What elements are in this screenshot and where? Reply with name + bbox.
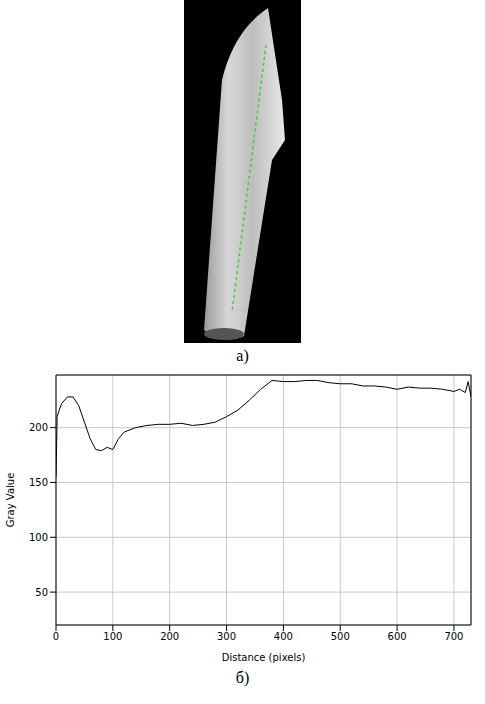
html-text:а): а) [236, 347, 249, 364]
svg-text:0: 0 [53, 631, 59, 642]
svg-text:600: 600 [388, 631, 407, 642]
svg-text:400: 400 [274, 631, 293, 642]
svg-text:50: 50 [35, 587, 48, 598]
svg-text:Gray Value: Gray Value [5, 473, 16, 528]
svg-text:200: 200 [160, 631, 179, 642]
html-text:б): б) [235, 669, 250, 686]
svg-text:100: 100 [103, 631, 122, 642]
svg-text:200: 200 [29, 422, 48, 433]
svg-text:Distance (pixels): Distance (pixels) [222, 652, 306, 663]
svg-text:100: 100 [29, 532, 48, 543]
svg-text:300: 300 [217, 631, 236, 642]
svg-text:150: 150 [29, 477, 48, 488]
svg-text:700: 700 [444, 631, 463, 642]
svg-text:500: 500 [331, 631, 350, 642]
